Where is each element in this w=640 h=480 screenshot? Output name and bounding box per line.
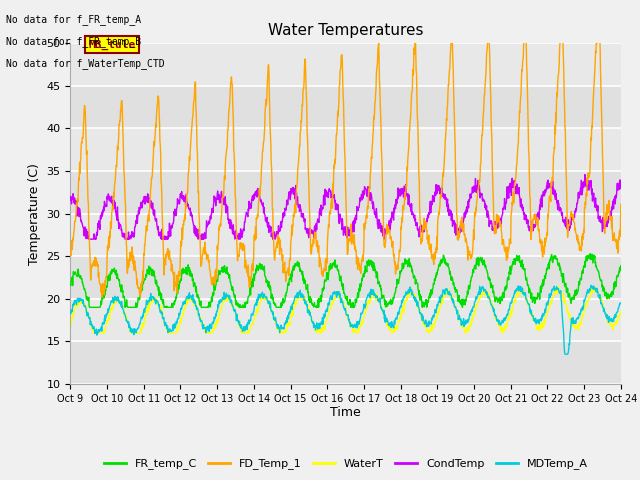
Bar [70,43,621,86]
Bar [70,214,621,256]
Bar [70,171,621,214]
Text: No data for f_FR_temp_A: No data for f_FR_temp_A [6,14,141,25]
Bar [70,128,621,171]
Text: No data for f_WaterTemp_CTD: No data for f_WaterTemp_CTD [6,58,165,69]
Bar [70,299,621,341]
Text: MB_tule: MB_tule [89,39,136,49]
Y-axis label: Temperature (C): Temperature (C) [28,163,41,264]
Legend: FR_temp_C, FD_Temp_1, WaterT, CondTemp, MDTemp_A: FR_temp_C, FD_Temp_1, WaterT, CondTemp, … [99,454,592,474]
X-axis label: Time: Time [330,407,361,420]
Bar [70,86,621,128]
Title: Water Temperatures: Water Temperatures [268,23,423,38]
Bar [70,341,621,384]
Text: No data for f_FR_temp_B: No data for f_FR_temp_B [6,36,141,47]
Bar [70,256,621,299]
